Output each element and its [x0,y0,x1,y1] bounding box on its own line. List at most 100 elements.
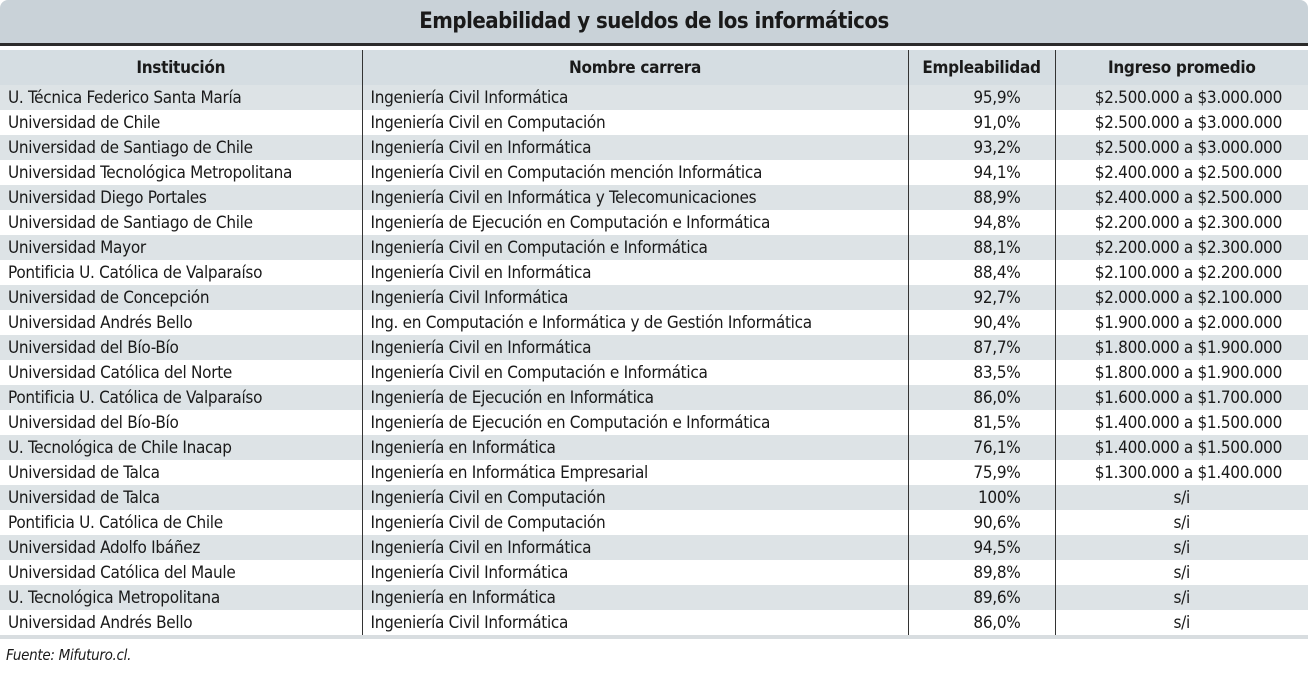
table-body: U. Técnica Federico Santa María Ingenierí… [0,85,1308,637]
table-cell: U. Tecnológica Metropolitana [0,585,362,610]
table-cell: 90,4% [907,310,1055,335]
table-cell: 88,1% [907,235,1055,260]
column-header: Institución [0,50,362,85]
table-cell: Universidad Andrés Bello [8,612,193,633]
table-cell: Ingeniería Civil Informática [361,610,908,637]
table-cell: Ingeniería Civil en Computación [361,110,908,135]
table-cell: $2.400.000 a $2.500.000 [1054,185,1308,210]
table-cell: 76,1% [907,435,1055,460]
table-row: Universidad de Talca Ingeniería en Inform… [0,460,1308,485]
table-cell: Universidad de Chile [8,112,161,133]
table-cell: Universidad Mayor [0,235,362,260]
table-cell: s/i [1054,585,1308,610]
table-row: Universidad Católica del Maule Ingeniería… [0,560,1308,585]
header-row: Institución Nombre carrera Empleabilidad In… [0,50,1308,85]
table-row: Universidad Andrés Bello Ing. en Computac… [0,310,1308,335]
table-cell: Ingeniería de Ejecución en Computación e… [361,210,908,235]
table-cell: Ingeniería Civil Informática [361,85,908,110]
table-cell: Ingeniería Civil Informática [361,285,908,310]
table-cell: $1.800.000 a $1.900.000 [1054,335,1308,360]
table-cell: Ingeniería de Ejecución en Informática [361,385,908,410]
table-cell: U. Técnica Federico Santa María [0,85,362,110]
table-row: Universidad del Bío-Bío Ingeniería Civil … [0,335,1308,360]
table-cell: $2.200.000 a $2.300.000 [1054,235,1308,260]
table-cell: $2.000.000 a $2.100.000 [1054,285,1308,310]
table-cell: Ingeniería Civil en Informática [361,260,908,285]
table-cell: Pontificia U. Católica de Chile [8,512,223,533]
table-cell: 87,7% [907,335,1055,360]
table-cell: Pontificia U. Católica de Valparaíso [0,385,362,410]
table-cell: Ingeniería Civil en Informática [361,535,908,560]
table-row: Universidad de Talca Ingeniería Civil en … [0,485,1308,510]
table-cell: 88,9% [907,185,1055,210]
table-cell: Universidad de Talca [8,462,160,483]
table-cell: s/i [1054,485,1308,510]
table-cell: Ingeniería Civil en Computación [361,485,908,510]
table-cell: 89,6% [907,585,1055,610]
table-cell: 86,0% [907,610,1055,637]
table-cell: $2.500.000 a $3.000.000 [1054,135,1308,160]
table-row: Universidad Mayor Ingeniería Civil en Com… [0,235,1308,260]
table-cell: s/i [1054,610,1308,637]
table-row: Universidad de Santiago de Chile Ingenier… [0,135,1308,160]
table-cell: Ing. en Computación e Informática y de G… [361,310,908,335]
table-cell: Universidad Católica del Norte [8,362,233,383]
table-cell: Universidad Andrés Bello [8,312,193,333]
table-cell: Ingeniería Civil en Informática [361,335,908,360]
table-cell: 75,9% [907,460,1055,485]
table-cell: Ingeniería Civil Informática [361,560,908,585]
table-cell: $2.100.000 a $2.200.000 [1054,260,1308,285]
table-cell: 94,5% [907,535,1055,560]
column-header: Ingreso promedio [1054,50,1308,85]
table-row: Universidad Tecnológica Metropolitana Ing… [0,160,1308,185]
table-cell: $2.400.000 a $2.500.000 [1054,160,1308,185]
table-cell: Universidad de Concepción [0,285,362,310]
table-row: U. Tecnológica de Chile Inacap Ingeniería… [0,435,1308,460]
table-row: Universidad Católica del Norte Ingeniería… [0,360,1308,385]
table-cell: 86,0% [907,385,1055,410]
table-cell: 94,8% [907,210,1055,235]
table-cell: 83,5% [907,360,1055,385]
table-row: Pontificia U. Católica de Valparaíso Inge… [0,385,1308,410]
table-row: Pontificia U. Católica de Valparaíso Inge… [0,260,1308,285]
table-cell: Universidad Tecnológica Metropolitana [8,162,293,183]
table-cell: 93,2% [907,135,1055,160]
table-cell: $1.400.000 a $1.500.000 [1054,435,1308,460]
column-header: Nombre carrera [361,50,908,85]
table-cell: s/i [1054,535,1308,560]
table-cell: Ingeniería Civil en Computación e Inform… [361,360,908,385]
table-row: Universidad de Concepción Ingeniería Civi… [0,285,1308,310]
table-cell: s/i [1054,510,1308,535]
table-row: Universidad de Chile Ingeniería Civil en … [0,110,1308,135]
table-cell: Ingeniería en Informática [361,435,908,460]
table-cell: Ingeniería en Informática Empresarial [361,460,908,485]
table-row: Pontificia U. Católica de Chile Ingenierí… [0,510,1308,535]
table-cell: $1.300.000 a $1.400.000 [1054,460,1308,485]
table-row: Universidad del Bío-Bío Ingeniería de Eje… [0,410,1308,435]
table-cell: 89,8% [907,560,1055,585]
table-cell: 90,6% [907,510,1055,535]
table-row: Universidad de Santiago de Chile Ingenier… [0,210,1308,235]
table-cell: $1.600.000 a $1.700.000 [1054,385,1308,410]
table-cell: s/i [1054,560,1308,585]
table-cell: 88,4% [907,260,1055,285]
table-cell: $2.500.000 a $3.000.000 [1054,110,1308,135]
table-cell: Ingeniería en Informática [361,585,908,610]
table-cell: 81,5% [907,410,1055,435]
table-cell: 100% [907,485,1055,510]
table-row: Universidad Adolfo Ibáñez Ingeniería Civi… [0,535,1308,560]
table-cell: Universidad de Talca [0,485,362,510]
table-cell: Pontificia U. Católica de Valparaíso [8,262,263,283]
table-row: Universidad Diego Portales Ingeniería Civ… [0,185,1308,210]
table-row: Universidad Andrés Bello Ingeniería Civil… [0,610,1308,637]
table-cell: $2.500.000 a $3.000.000 [1054,85,1308,110]
table-cell: $1.800.000 a $1.900.000 [1054,360,1308,385]
table-cell: 92,7% [907,285,1055,310]
table-cell: Universidad de Santiago de Chile [8,212,253,233]
table-cell: Ingeniería Civil en Computación mención … [361,160,908,185]
title: Empleabilidad y sueldos de los informáti… [0,0,1308,46]
table-row: U. Técnica Federico Santa María Ingenierí… [0,85,1308,110]
table-cell: Ingeniería de Ejecución en Computación e… [361,410,908,435]
table-cell: $1.400.000 a $1.500.000 [1054,410,1308,435]
